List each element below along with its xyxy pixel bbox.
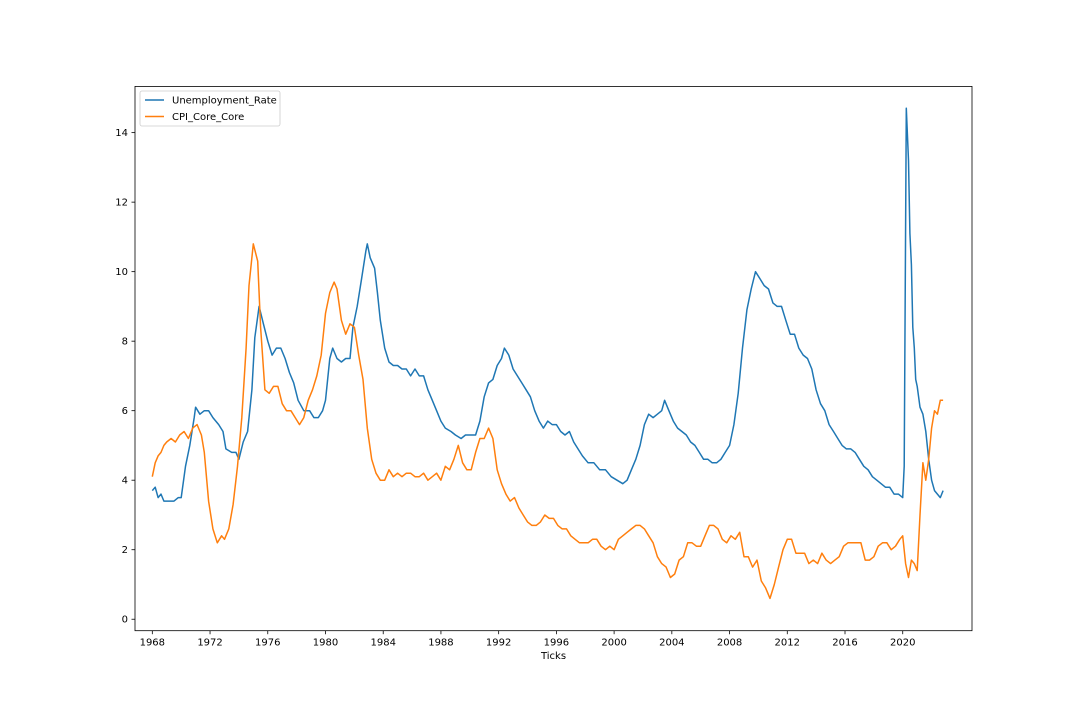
y-tick-label: 6 xyxy=(122,406,128,417)
x-tick-label: 1980 xyxy=(313,638,338,649)
x-axis-label: Ticks xyxy=(540,651,566,662)
x-tick-label: 1992 xyxy=(486,638,511,649)
x-tick-label: 1988 xyxy=(428,638,453,649)
y-axis: 0 2 4 6 8 10 12 14 xyxy=(115,128,135,626)
legend-box xyxy=(139,90,281,127)
series-layer xyxy=(151,107,944,600)
legend-label: Unemployment_Rate xyxy=(172,96,277,107)
x-tick-label: 2004 xyxy=(659,638,684,649)
x-tick-label: 2000 xyxy=(601,638,626,649)
x-tick-label: 1996 xyxy=(544,638,569,649)
y-tick-label: 0 xyxy=(122,615,128,626)
x-tick-label: 1968 xyxy=(140,638,165,649)
x-tick-label: 1976 xyxy=(255,638,280,649)
y-tick-label: 4 xyxy=(122,476,128,487)
y-tick-label: 10 xyxy=(115,267,128,278)
y-tick-label: 8 xyxy=(122,337,128,348)
series-line-cpi-core-core xyxy=(151,243,944,600)
y-tick-label: 14 xyxy=(115,128,128,139)
y-tick-label: 2 xyxy=(122,545,128,556)
x-tick-label: 1972 xyxy=(197,638,222,649)
legend: Unemployment_Rate CPI_Core_Core xyxy=(139,90,281,127)
axes-frame xyxy=(134,86,973,632)
series-line-unemployment-rate xyxy=(151,107,944,502)
x-tick-label: 1984 xyxy=(370,638,395,649)
x-axis: 1968 1972 1976 1980 1984 1988 1992 1996 2000 2004… xyxy=(140,630,915,649)
x-tick-label: 2012 xyxy=(775,638,800,649)
x-tick-label: 2016 xyxy=(832,638,857,649)
y-tick-label: 12 xyxy=(115,198,128,209)
x-tick-label: 2020 xyxy=(890,638,915,649)
legend-label: CPI_Core_Core xyxy=(172,112,244,123)
x-tick-label: 2008 xyxy=(717,638,742,649)
